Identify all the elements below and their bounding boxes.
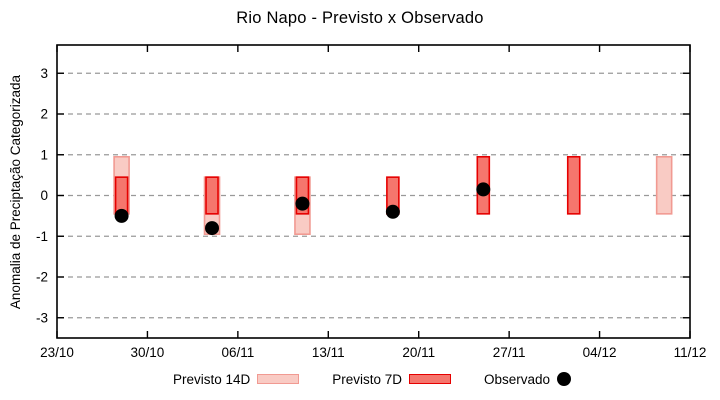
y-tick-label: 2 — [40, 107, 48, 122]
previsto-7d-bar — [566, 155, 581, 215]
x-tick-label: 27/11 — [493, 345, 526, 360]
x-tick-label: 13/11 — [312, 345, 345, 360]
previsto-14d-bar — [655, 155, 673, 215]
y-tick-label: -2 — [36, 270, 48, 285]
legend-label-previsto-14d: Previsto 14D — [172, 371, 251, 387]
legend-item-previsto-14d: Previsto 14D — [172, 371, 300, 387]
previsto-14d-swatch-icon — [257, 374, 300, 384]
x-tick-label: 30/10 — [131, 345, 165, 360]
legend-label-previsto-7d: Previsto 7D — [332, 371, 403, 387]
observado-point — [385, 204, 400, 219]
plot-border — [56, 44, 691, 339]
observado-dot-icon — [557, 372, 572, 386]
previsto-7d-bar — [205, 176, 219, 215]
x-tick-label: 11/12 — [674, 345, 707, 360]
x-tick-label: 06/11 — [221, 345, 254, 360]
chart-legend: Previsto 14D Previsto 7D Observado — [24, 366, 720, 392]
observado-point — [295, 196, 310, 211]
legend-item-observado: Observado — [484, 371, 572, 387]
previsto-7d-swatch-icon — [409, 374, 452, 384]
observado-point — [476, 182, 491, 197]
y-tick-label: 1 — [40, 147, 48, 162]
x-tick-label: 20/11 — [402, 345, 435, 360]
y-tick-label: -1 — [36, 229, 48, 244]
x-tick-label: 04/12 — [583, 345, 617, 360]
legend-label-observado: Observado — [484, 371, 551, 387]
previsto-7d-bar — [114, 176, 129, 215]
x-tick-label: 23/10 — [40, 345, 74, 360]
y-tick-label: 3 — [40, 66, 48, 81]
legend-item-previsto-7d: Previsto 7D — [332, 371, 452, 387]
observado-point — [205, 221, 220, 236]
observado-point — [114, 208, 129, 223]
chart-title: Rio Napo - Previsto x Observado — [236, 9, 484, 27]
y-tick-label: -3 — [36, 310, 48, 325]
y-tick-label: 0 — [40, 188, 48, 203]
